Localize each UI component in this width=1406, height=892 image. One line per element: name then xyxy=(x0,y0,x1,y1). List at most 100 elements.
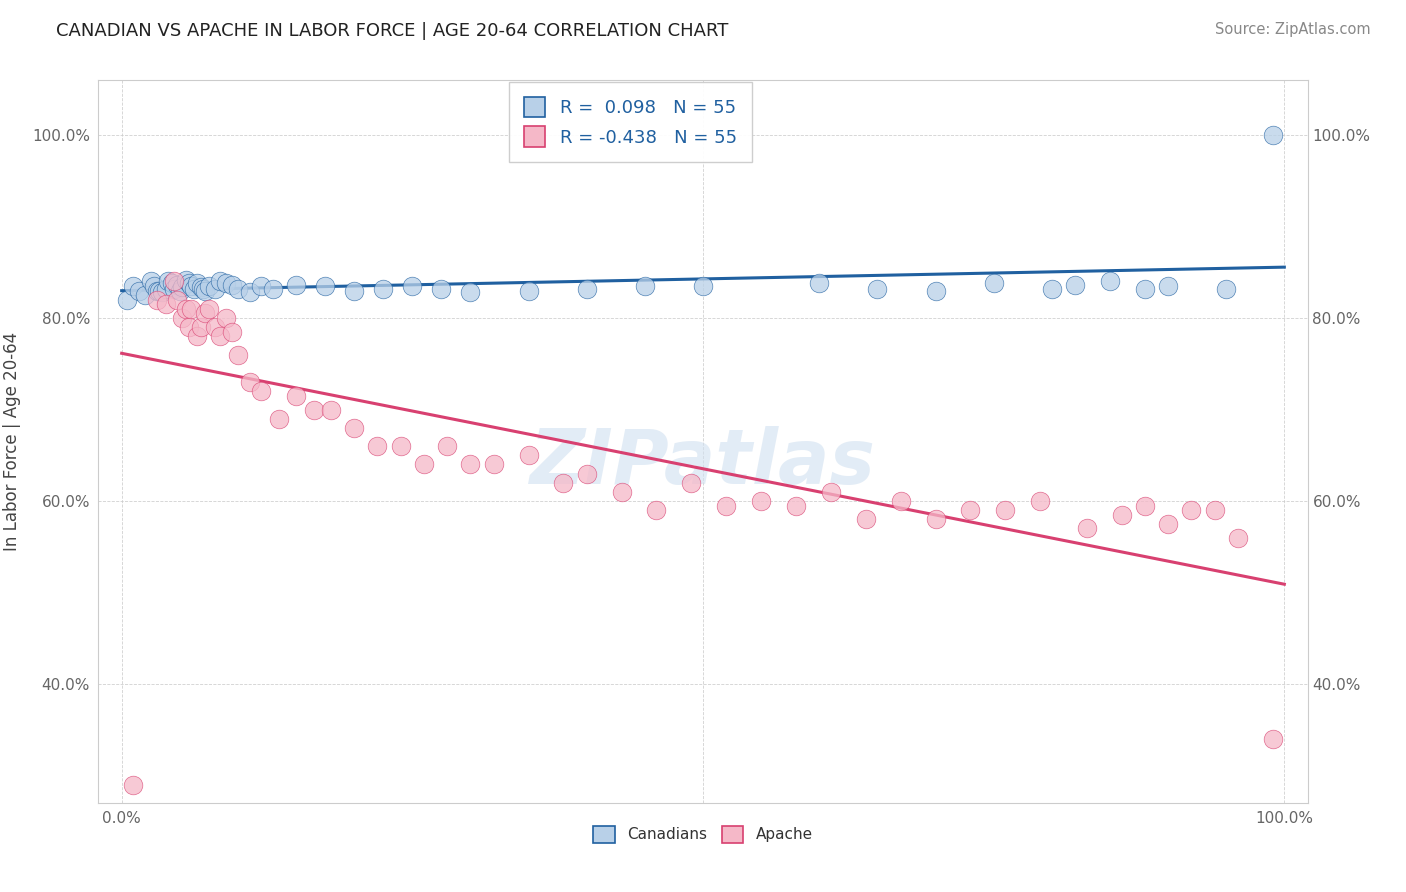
Point xyxy=(239,285,262,300)
Point xyxy=(183,282,205,296)
Point xyxy=(436,439,458,453)
Point xyxy=(117,293,139,307)
Point xyxy=(890,494,912,508)
Point xyxy=(460,458,482,472)
Point xyxy=(191,282,214,296)
Point xyxy=(209,329,232,343)
Point xyxy=(163,275,186,289)
Point xyxy=(482,458,505,472)
Point xyxy=(1261,731,1284,746)
Point xyxy=(634,279,657,293)
Point xyxy=(215,311,238,326)
Point xyxy=(389,439,412,453)
Point xyxy=(1180,503,1202,517)
Point xyxy=(517,448,540,462)
Point xyxy=(148,284,170,298)
Point xyxy=(226,282,249,296)
Legend: Canadians, Apache: Canadians, Apache xyxy=(588,820,818,849)
Point xyxy=(994,503,1017,517)
Point xyxy=(302,402,325,417)
Point xyxy=(716,499,738,513)
Point xyxy=(134,288,156,302)
Point xyxy=(145,284,167,298)
Point xyxy=(820,484,842,499)
Point xyxy=(1098,275,1121,289)
Point xyxy=(1064,278,1087,293)
Point xyxy=(262,282,284,296)
Point xyxy=(808,277,831,291)
Point xyxy=(143,279,166,293)
Point xyxy=(157,275,180,289)
Point xyxy=(194,306,217,320)
Point xyxy=(155,297,177,311)
Point xyxy=(186,277,208,291)
Point xyxy=(401,279,423,293)
Point xyxy=(373,282,395,296)
Point xyxy=(172,311,194,326)
Point xyxy=(749,494,772,508)
Point xyxy=(314,279,336,293)
Point xyxy=(460,285,482,300)
Point xyxy=(692,279,714,293)
Point xyxy=(1261,128,1284,143)
Point xyxy=(172,280,194,294)
Point xyxy=(169,284,191,298)
Point xyxy=(179,277,201,291)
Point xyxy=(163,282,186,296)
Point xyxy=(174,301,197,316)
Point xyxy=(1157,279,1180,293)
Point xyxy=(239,375,262,389)
Point xyxy=(150,285,173,300)
Point xyxy=(179,320,201,334)
Point xyxy=(1215,282,1237,296)
Point xyxy=(575,467,598,481)
Point xyxy=(343,284,366,298)
Point xyxy=(221,325,243,339)
Point xyxy=(215,277,238,291)
Point xyxy=(553,475,575,490)
Point xyxy=(226,348,249,362)
Point xyxy=(1226,531,1249,545)
Point xyxy=(190,320,212,334)
Point xyxy=(959,503,981,517)
Text: ZIPatlas: ZIPatlas xyxy=(530,426,876,500)
Point xyxy=(209,275,232,289)
Point xyxy=(983,277,1005,291)
Point xyxy=(139,275,162,289)
Point xyxy=(1029,494,1052,508)
Point xyxy=(1040,282,1063,296)
Point xyxy=(1111,508,1133,522)
Y-axis label: In Labor Force | Age 20-64: In Labor Force | Age 20-64 xyxy=(3,332,21,551)
Point xyxy=(413,458,436,472)
Text: CANADIAN VS APACHE IN LABOR FORCE | AGE 20-64 CORRELATION CHART: CANADIAN VS APACHE IN LABOR FORCE | AGE … xyxy=(56,22,728,40)
Point xyxy=(198,301,221,316)
Point xyxy=(1133,499,1156,513)
Text: Source: ZipAtlas.com: Source: ZipAtlas.com xyxy=(1215,22,1371,37)
Point xyxy=(122,279,145,293)
Point xyxy=(186,329,208,343)
Point xyxy=(645,503,668,517)
Point xyxy=(155,282,177,296)
Point xyxy=(190,280,212,294)
Point xyxy=(785,499,807,513)
Point xyxy=(194,284,217,298)
Point xyxy=(517,284,540,298)
Point xyxy=(250,384,273,399)
Point xyxy=(166,278,188,293)
Point xyxy=(319,402,342,417)
Point xyxy=(267,411,290,425)
Point xyxy=(198,279,221,293)
Point xyxy=(166,293,188,307)
Point xyxy=(285,389,308,403)
Point xyxy=(221,278,243,293)
Point xyxy=(924,284,946,298)
Point xyxy=(855,512,877,526)
Point xyxy=(160,277,183,291)
Point xyxy=(204,282,226,296)
Point xyxy=(430,282,453,296)
Point xyxy=(1133,282,1156,296)
Point xyxy=(204,320,226,334)
Point xyxy=(366,439,388,453)
Point xyxy=(180,301,202,316)
Point xyxy=(145,293,167,307)
